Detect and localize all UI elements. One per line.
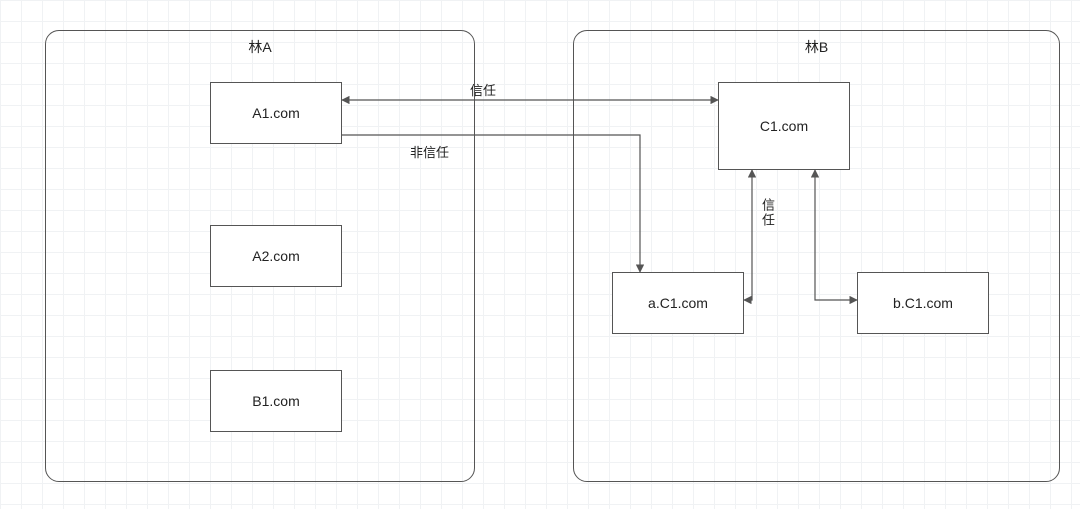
node-b1: B1.com (210, 370, 342, 432)
node-ac1-label: a.C1.com (648, 295, 708, 311)
edge-label-nontrust-a1-ac1: 非信任 (410, 142, 449, 161)
forest-b-title: 林B (574, 37, 1059, 57)
edge-label-trust-c1-ac1: 信任 (758, 198, 777, 228)
node-c1-label: C1.com (760, 118, 808, 134)
edge-label-trust-a1-c1: 信任 (470, 80, 496, 99)
node-c1: C1.com (718, 82, 850, 170)
node-a2-label: A2.com (252, 248, 299, 264)
node-a1: A1.com (210, 82, 342, 144)
node-bc1: b.C1.com (857, 272, 989, 334)
node-a2: A2.com (210, 225, 342, 287)
node-ac1: a.C1.com (612, 272, 744, 334)
forest-a-title: 林A (46, 37, 474, 57)
node-bc1-label: b.C1.com (893, 295, 953, 311)
node-b1-label: B1.com (252, 393, 299, 409)
diagram-canvas: 林A 林B A1.com A2.com B1.com C1.com (0, 0, 1080, 509)
node-a1-label: A1.com (252, 105, 299, 121)
